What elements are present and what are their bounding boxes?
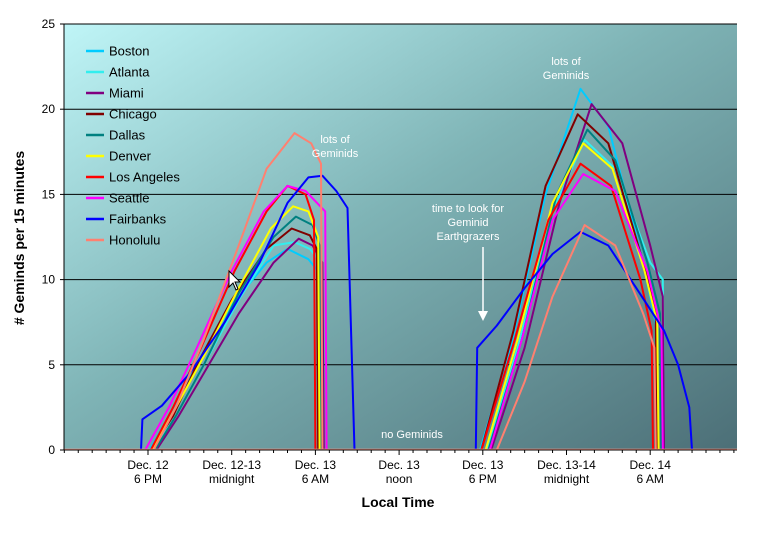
- x-tick-label: Dec. 13: [295, 458, 337, 472]
- annotation-peak-2-line2: Geminids: [543, 70, 590, 82]
- y-tick-labels: 0 5 10 15 20 25: [42, 17, 56, 457]
- legend-label: Dallas: [109, 128, 146, 143]
- x-tick-label-sub: 6 PM: [134, 472, 162, 486]
- annotation-peak-2: lots of Geminids: [543, 56, 590, 82]
- x-tick-label-sub: noon: [386, 472, 413, 486]
- series-line-los-angeles-night1: [149, 184, 317, 451]
- series-line-denver-night2: [484, 142, 660, 451]
- y-tick-label: 15: [42, 187, 56, 201]
- series-line-fairbanks-night1: [140, 174, 356, 451]
- annotation-arrow-head: [478, 311, 488, 321]
- series-line-atlanta-night2: [486, 138, 666, 451]
- x-tick-label-sub: 6 AM: [302, 472, 329, 486]
- series-line-los-angeles-night2: [480, 162, 654, 451]
- axes: [60, 23, 737, 455]
- mouse-cursor-icon: [228, 269, 242, 291]
- legend-label: Fairbanks: [109, 212, 167, 227]
- y-tick-label: 25: [42, 17, 56, 31]
- annotation-peak-1-line1: lots of: [320, 134, 350, 146]
- annotation-peak-1-line2: Geminids: [312, 148, 359, 160]
- legend-label: Boston: [109, 44, 149, 59]
- annotation-earthgrazers: time to look for Geminid Earthgrazers: [432, 203, 504, 321]
- annotation-earthgrazers-line2: Geminid: [448, 217, 489, 229]
- y-tick-label: 5: [48, 358, 55, 372]
- legend: Boston Atlanta Miami Chicago Dallas Denver Los…: [86, 44, 180, 248]
- x-tick-label-sub: 6 AM: [637, 472, 664, 486]
- legend-label: Denver: [109, 149, 152, 164]
- x-tick-label: Dec. 12-13: [202, 458, 261, 472]
- series-line-miami-night2: [490, 103, 666, 451]
- y-tick-label: 20: [42, 102, 56, 116]
- y-tick-label: 10: [42, 273, 56, 287]
- x-tick-label-sub: midnight: [209, 472, 255, 486]
- x-tick-label: Dec. 13: [462, 458, 504, 472]
- legend-label: Atlanta: [109, 65, 150, 80]
- x-axis-title: Local Time: [362, 494, 435, 510]
- legend-label: Chicago: [109, 107, 157, 122]
- legend-label: Los Angeles: [109, 170, 180, 185]
- y-axis-title: # Geminds per 15 minutes: [11, 151, 27, 325]
- legend-label: Miami: [109, 86, 144, 101]
- x-tick-label: Dec. 14: [630, 458, 672, 472]
- x-tick-label-sub: midnight: [544, 472, 590, 486]
- series-line-seattle-night2: [488, 173, 664, 451]
- annotation-no-geminids: no Geminids: [381, 429, 443, 441]
- annotation-earthgrazers-line3: Earthgrazers: [437, 231, 500, 243]
- series-line-honolulu-night2: [495, 224, 657, 451]
- x-tick-label: Dec. 13: [378, 458, 420, 472]
- legend-label: Seattle: [109, 191, 149, 206]
- plot-background: [64, 24, 737, 450]
- y-tick-label: 0: [48, 443, 55, 457]
- annotation-peak-1: lots of Geminids: [312, 134, 359, 160]
- legend-label: Honolulu: [109, 233, 160, 248]
- annotation-peak-2-line1: lots of: [551, 56, 581, 68]
- series-line-honolulu-night1: [152, 132, 324, 451]
- x-tick-label: Dec. 13-14: [537, 458, 596, 472]
- annotation-earthgrazers-line1: time to look for: [432, 203, 504, 215]
- series-line-fairbanks-night2: [474, 230, 693, 451]
- x-tick-label: Dec. 12: [127, 458, 169, 472]
- x-tick-label-sub: 6 PM: [469, 472, 497, 486]
